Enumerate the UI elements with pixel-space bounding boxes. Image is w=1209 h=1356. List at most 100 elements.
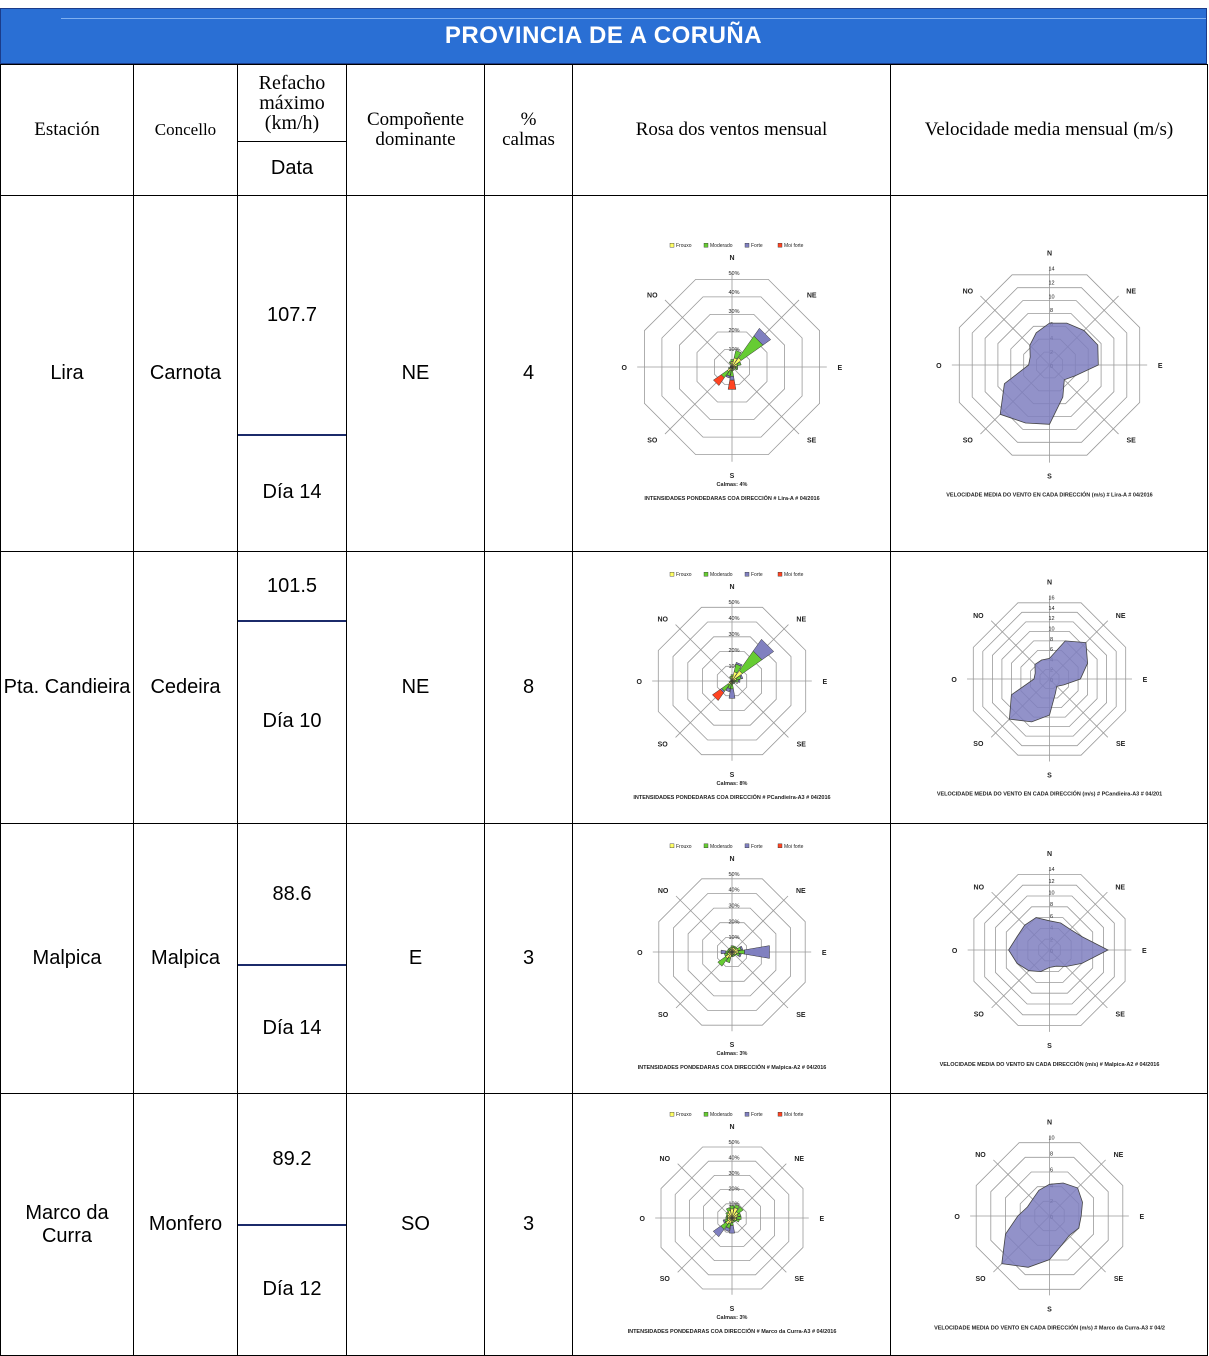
grid-ring	[678, 314, 785, 421]
refacho-value: 107.7	[266, 304, 318, 326]
rose-petal-ese	[737, 953, 742, 958]
header-estacion: Estación	[0, 64, 134, 196]
wind-rose-chart: Frouxo Moderado Forte Moi forte N NE E SE S SO O NO…	[637, 843, 826, 1071]
wind-rose-chart: Frouxo Moderado Forte Moi forte N NE E SE S SO O NO…	[621, 243, 842, 502]
legend-swatch-moi-forte	[777, 572, 782, 577]
province-title: PROVINCIA DE A CORUÑA	[0, 8, 1207, 64]
speed-chart-cell: NNEESESSOONO1614121086420VELOCIDADE MEDI…	[890, 551, 1208, 824]
rose-petal-sso	[725, 687, 730, 693]
grid-ring	[643, 279, 820, 456]
compass-label-s: S	[1047, 1043, 1052, 1050]
compass-label-no: NO	[657, 617, 668, 624]
compass-label-o: O	[936, 363, 942, 370]
radial-axis-label: 30%	[728, 632, 739, 638]
compass-label-no: NO	[975, 1152, 986, 1159]
rose-caption: INTENSIDADES PONDEDARAS COA DIRECCIÓN # …	[627, 1327, 836, 1335]
refacho-date: Día 14	[262, 481, 322, 503]
grid-ring	[984, 300, 1114, 430]
grid-spoke	[731, 951, 788, 1009]
legend-swatch-frouxo	[669, 1112, 674, 1117]
compass-label-s: S	[1047, 772, 1052, 779]
refacho-date: Día 14	[262, 1017, 322, 1039]
calmas-value: 3	[484, 1093, 573, 1356]
compass-label-e: E	[1157, 363, 1162, 370]
rose-petal-e	[735, 1216, 741, 1220]
radial-axis-label: 12	[1048, 879, 1054, 885]
radial-axis-label: 10%	[728, 664, 739, 670]
radial-axis-label: 14	[1048, 266, 1054, 272]
speed-caption: VELOCIDADE MEDIA DO VENTO EN CADA DIRECC…	[946, 491, 1153, 499]
compass-label-se: SE	[796, 1012, 806, 1019]
rose-petal-nne	[733, 350, 741, 360]
compass-label-s: S	[729, 1042, 734, 1049]
concello-name: Cedeira	[133, 551, 238, 824]
header-concello: Concello	[133, 64, 238, 196]
concello-name: Monfero	[133, 1093, 238, 1356]
header-row: Estación Concello Refacho máximo (km/h) …	[0, 64, 1208, 196]
header-refacho-cell: Refacho máximo (km/h) Data	[237, 64, 347, 196]
compass-label-so: SO	[962, 438, 973, 445]
rose-petal-so	[712, 374, 725, 386]
dominant-component: NE	[346, 195, 485, 552]
compass-label-n: N	[729, 856, 734, 863]
compass-label-no: NO	[657, 888, 668, 895]
speed-chart-cell: NNEESESSOONO14121086420VELOCIDADE MEDIA …	[890, 823, 1208, 1094]
radial-axis-label: 20%	[728, 648, 739, 654]
station-row: Lira Carnota 107.7 Día 14 NE 4 Frouxo Mod…	[0, 195, 1208, 552]
station-row: Marco da Curra Monfero 89.2 Día 12 SO 3 …	[0, 1093, 1208, 1356]
grid-ring	[1001, 631, 1098, 728]
grid-spoke	[675, 895, 732, 953]
calmas-value: 4	[484, 195, 573, 552]
compass-label-o: O	[954, 1214, 960, 1221]
rose-caption: INTENSIDADES PONDEDARAS COA DIRECCIÓN # …	[644, 494, 819, 502]
rose-petal-s	[728, 1225, 735, 1234]
radial-axis-label: 8	[1049, 637, 1052, 643]
grid-ring	[696, 331, 767, 403]
grid-ring	[991, 621, 1107, 737]
legend-swatch-moi-forte	[777, 1112, 782, 1117]
compass-label-no: NO	[659, 1156, 670, 1163]
rose-petal-nne	[732, 945, 736, 949]
refacho-value: 101.5	[266, 575, 318, 597]
rose-chart-cell: Frouxo Moderado Forte Moi forte N NE E SE S SO O NO…	[572, 551, 891, 824]
calmas-value: 8	[484, 551, 573, 824]
legend-swatch-moderado	[703, 243, 708, 248]
radial-axis-label: 6	[1049, 1167, 1052, 1173]
rose-petal-n	[730, 945, 733, 948]
rose-petal-sso	[725, 957, 731, 964]
compass-label-s: S	[729, 1306, 734, 1313]
rose-petal-n	[729, 1205, 734, 1210]
grid-ring	[981, 611, 1117, 747]
grid-ring	[713, 349, 750, 385]
compass-label-n: N	[1046, 1120, 1051, 1127]
rose-petal-sso	[725, 374, 730, 379]
radial-axis-label: 10	[1048, 891, 1054, 897]
rose-petal-ene	[735, 361, 742, 366]
radial-axis-label: 50%	[728, 271, 739, 277]
grid-ring	[983, 884, 1115, 1016]
compass-label-ne: NE	[806, 292, 816, 299]
calmas-label: Calmas: 3%	[716, 1051, 747, 1057]
compass-label-ne: NE	[796, 617, 806, 624]
grid-ring	[701, 651, 762, 711]
mean-speed-chart: NNEESESSOONO1614121086420VELOCIDADE MEDI…	[936, 580, 1161, 798]
concello-name: Malpica	[133, 823, 238, 1094]
radial-axis-label: 30%	[728, 309, 739, 315]
refacho-value: 89.2	[272, 1148, 312, 1170]
grid-spoke	[731, 1217, 787, 1273]
grid-ring	[674, 1160, 789, 1276]
refacho-date: Día 10	[262, 710, 322, 732]
legend-swatch-moderado	[703, 843, 708, 848]
legend-label: Moi forte	[784, 844, 804, 850]
rose-petal-n	[729, 359, 734, 362]
calmas-label: Calmas: 4%	[716, 482, 747, 488]
rose-petal-e	[734, 365, 738, 369]
compass-label-e: E	[837, 365, 842, 372]
speed-chart-cell: NNEESESSOONO1086420VELOCIDADE MEDIA DO V…	[890, 1093, 1208, 1356]
grid-spoke	[731, 895, 788, 953]
rose-caption: INTENSIDADES PONDEDARAS COA DIRECCIÓN # …	[633, 793, 830, 801]
refacho-cell: 88.6 Día 14	[237, 823, 347, 1094]
compass-label-n: N	[729, 584, 734, 591]
grid-ring	[657, 878, 806, 1026]
header-calmas: % calmas	[484, 64, 573, 196]
